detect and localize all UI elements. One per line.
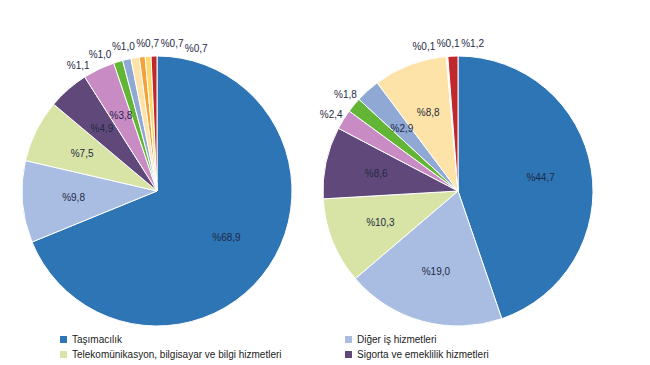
svg-text:%2,4: %2,4	[320, 109, 343, 120]
svg-text:%1,2: %1,2	[461, 38, 484, 49]
html-text:Taşımacılık: Taşımacılık	[72, 334, 122, 345]
svg-text:%1,0: %1,0	[89, 49, 112, 60]
svg-text:%1,0: %1,0	[112, 41, 135, 52]
svg-text:%3,8: %3,8	[110, 110, 133, 121]
svg-text:%8,8: %8,8	[417, 107, 440, 118]
svg-text:%44,7: %44,7	[526, 172, 555, 183]
svg-text:%0,1: %0,1	[412, 41, 435, 52]
svg-text:%8,6: %8,6	[365, 168, 388, 179]
svg-text:%0,7: %0,7	[161, 38, 184, 49]
svg-text:%7,5: %7,5	[71, 148, 94, 159]
svg-text:%2,9: %2,9	[391, 123, 414, 134]
html-text:Telekomünikasyon, bilgisayar v: Telekomünikasyon, bilgisayar ve bilgi hi…	[72, 349, 282, 360]
svg-text:%68,9: %68,9	[212, 232, 241, 243]
html-text:Sigorta ve emeklilik hizmetler: Sigorta ve emeklilik hizmetleri	[357, 349, 489, 360]
svg-text:%10,3: %10,3	[366, 217, 395, 228]
svg-text:%1,1: %1,1	[67, 60, 90, 71]
svg-text:%0,7: %0,7	[185, 43, 208, 54]
svg-text:%9,8: %9,8	[62, 192, 85, 203]
html-text:Diğer iş hizmetleri: Diğer iş hizmetleri	[357, 334, 437, 345]
svg-text:%1,8: %1,8	[334, 89, 357, 100]
svg-text:%4,9: %4,9	[90, 123, 113, 134]
svg-text:%0,1: %0,1	[437, 38, 460, 49]
svg-text:%0,7: %0,7	[136, 38, 159, 49]
svg-text:%19,0: %19,0	[422, 266, 451, 277]
